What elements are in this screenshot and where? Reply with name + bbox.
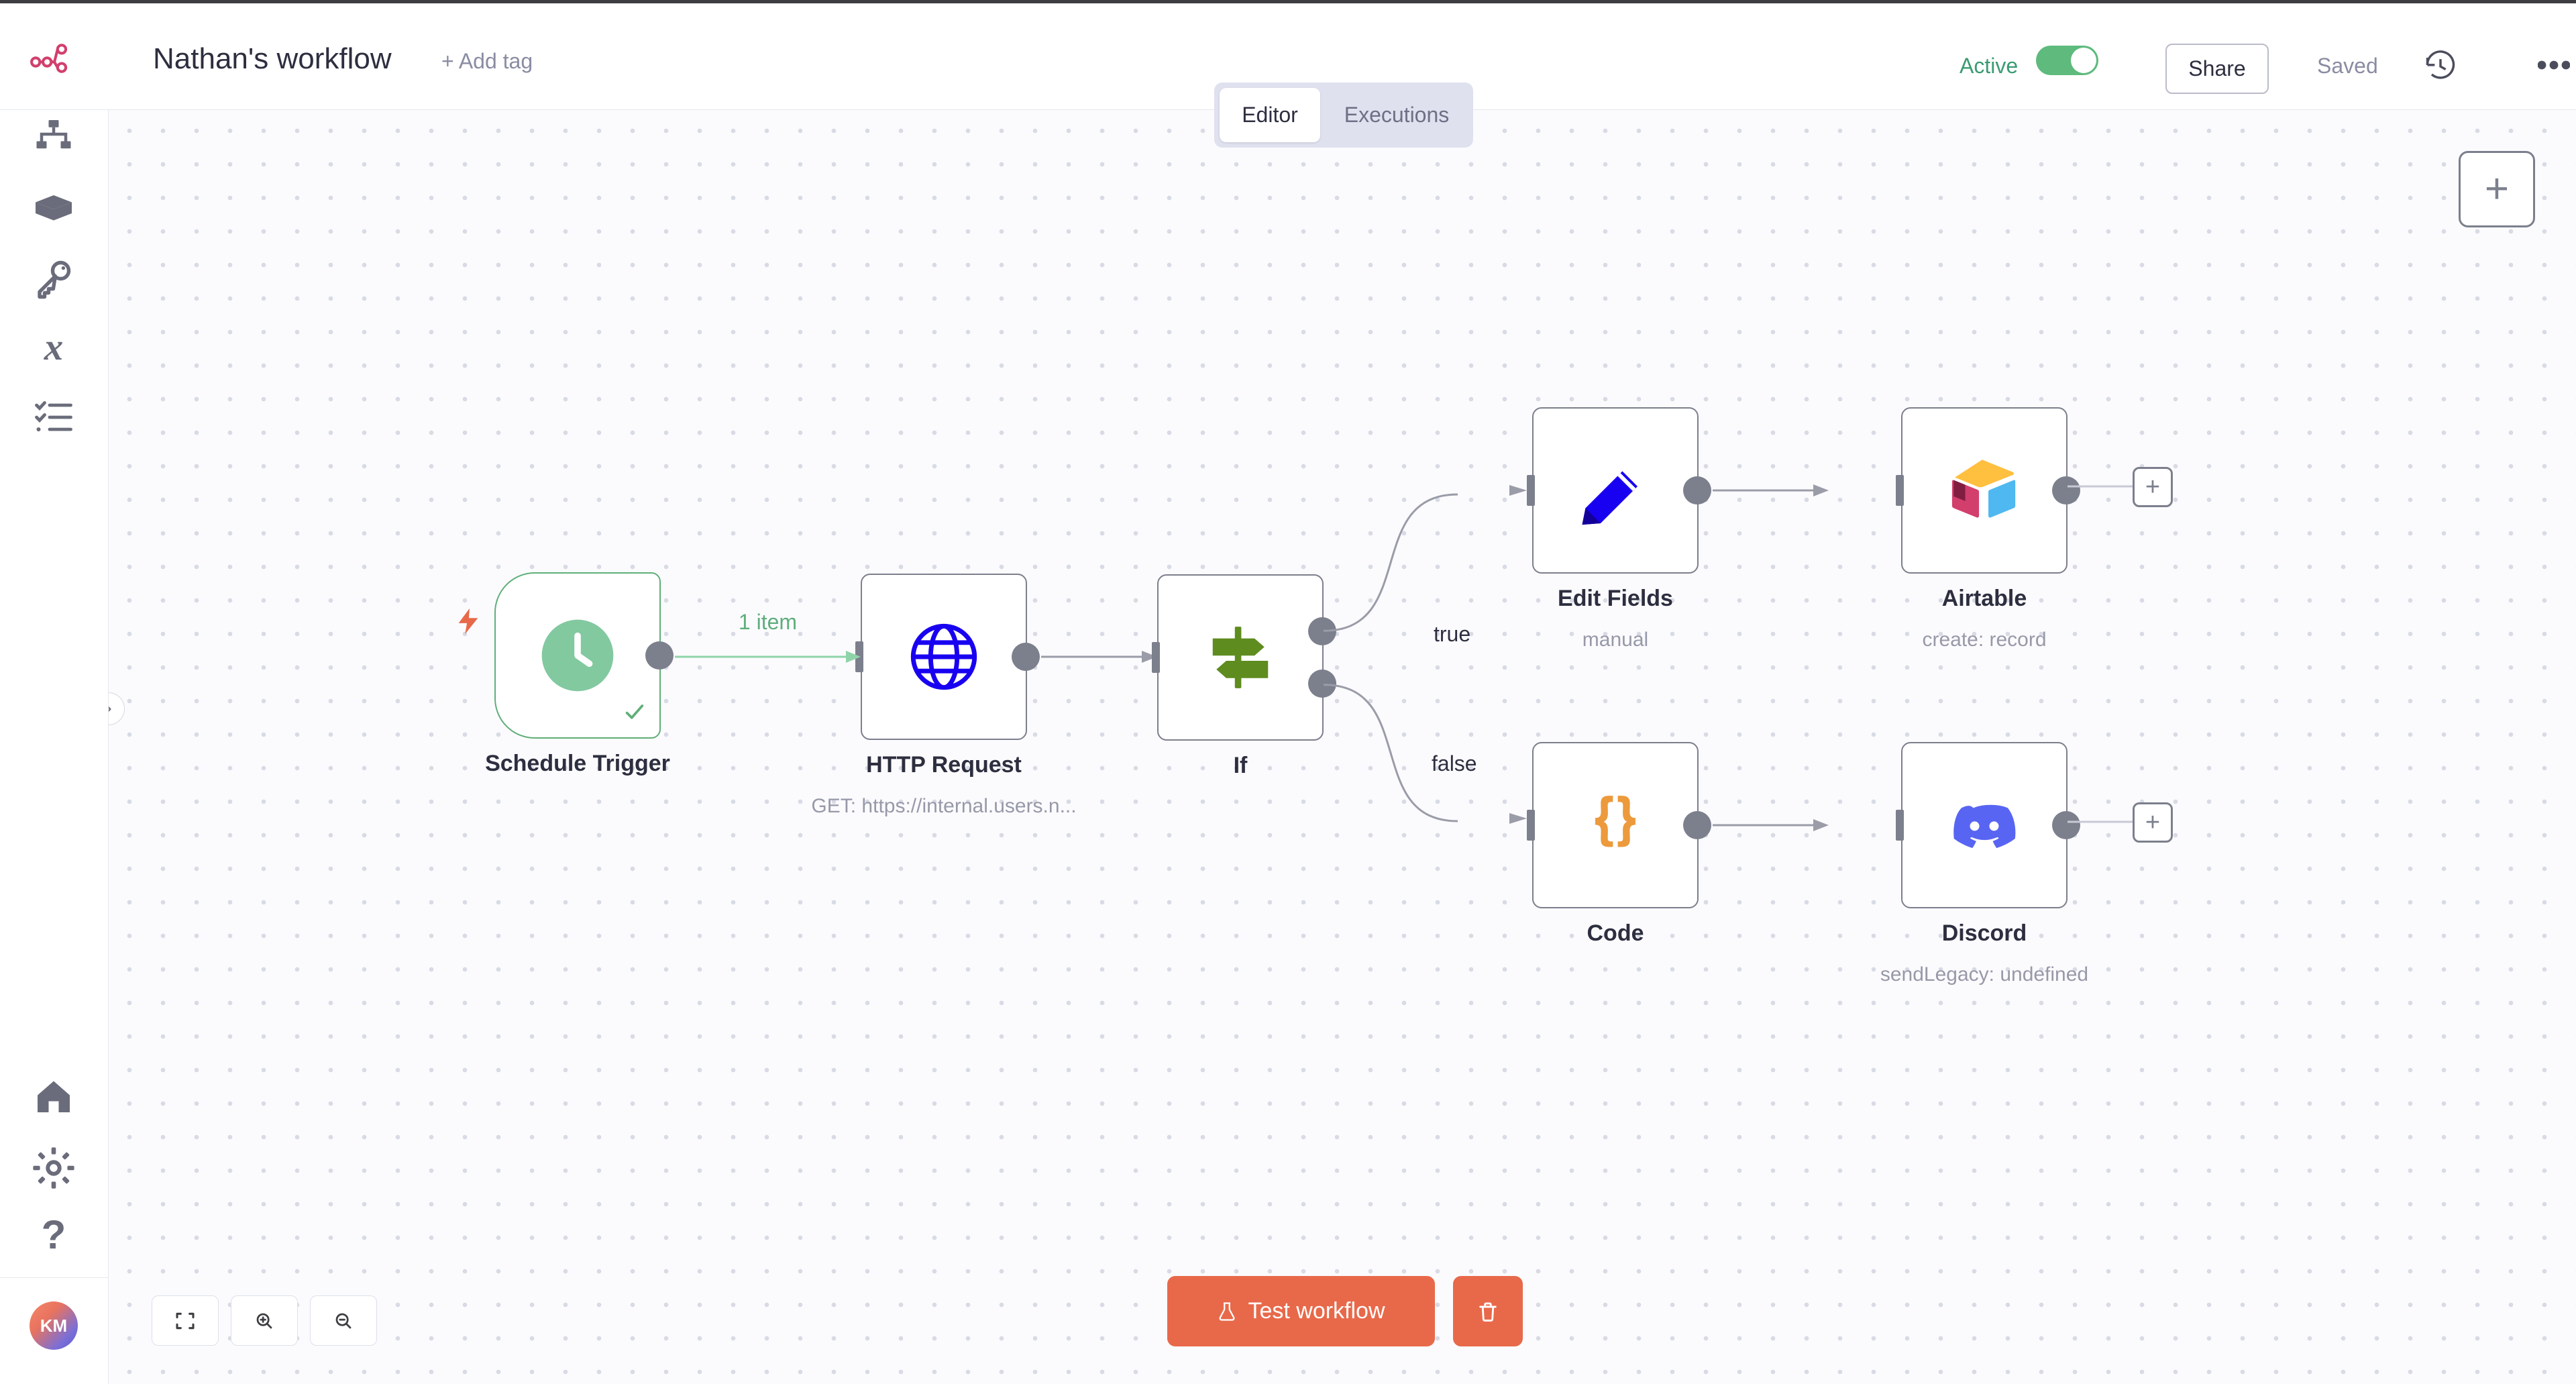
svg-text:?: ? [42,1212,66,1257]
svg-text:x: x [44,326,64,368]
